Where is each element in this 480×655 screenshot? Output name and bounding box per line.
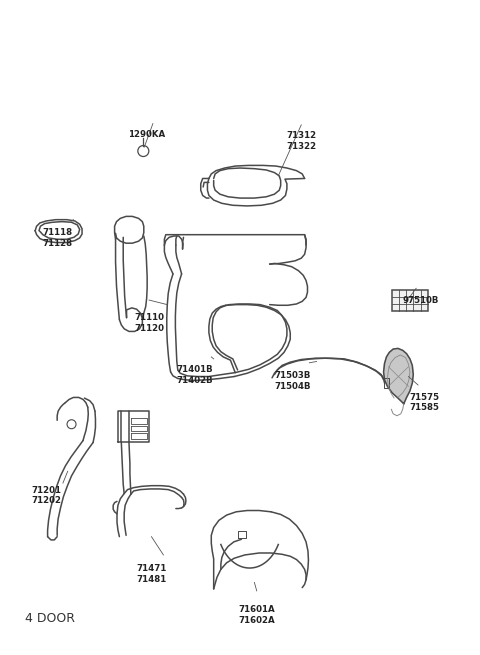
Text: 4 DOOR: 4 DOOR bbox=[24, 612, 74, 625]
Text: 71118
71128: 71118 71128 bbox=[42, 228, 72, 248]
Text: 71575
71585: 71575 71585 bbox=[409, 393, 439, 412]
Text: 71471
71481: 71471 71481 bbox=[136, 564, 167, 584]
Text: 71503B
71504B: 71503B 71504B bbox=[275, 371, 311, 390]
Polygon shape bbox=[384, 348, 413, 404]
Text: 97510B: 97510B bbox=[403, 296, 439, 305]
Text: 1290KA: 1290KA bbox=[128, 130, 165, 139]
Text: 71201
71202: 71201 71202 bbox=[31, 485, 61, 505]
Text: 71312
71322: 71312 71322 bbox=[286, 132, 316, 151]
Bar bbox=[392, 290, 428, 311]
Text: 71401B
71402B: 71401B 71402B bbox=[176, 365, 213, 384]
Text: 71601A
71602A: 71601A 71602A bbox=[239, 605, 275, 625]
Text: 71110
71120: 71110 71120 bbox=[134, 313, 164, 333]
